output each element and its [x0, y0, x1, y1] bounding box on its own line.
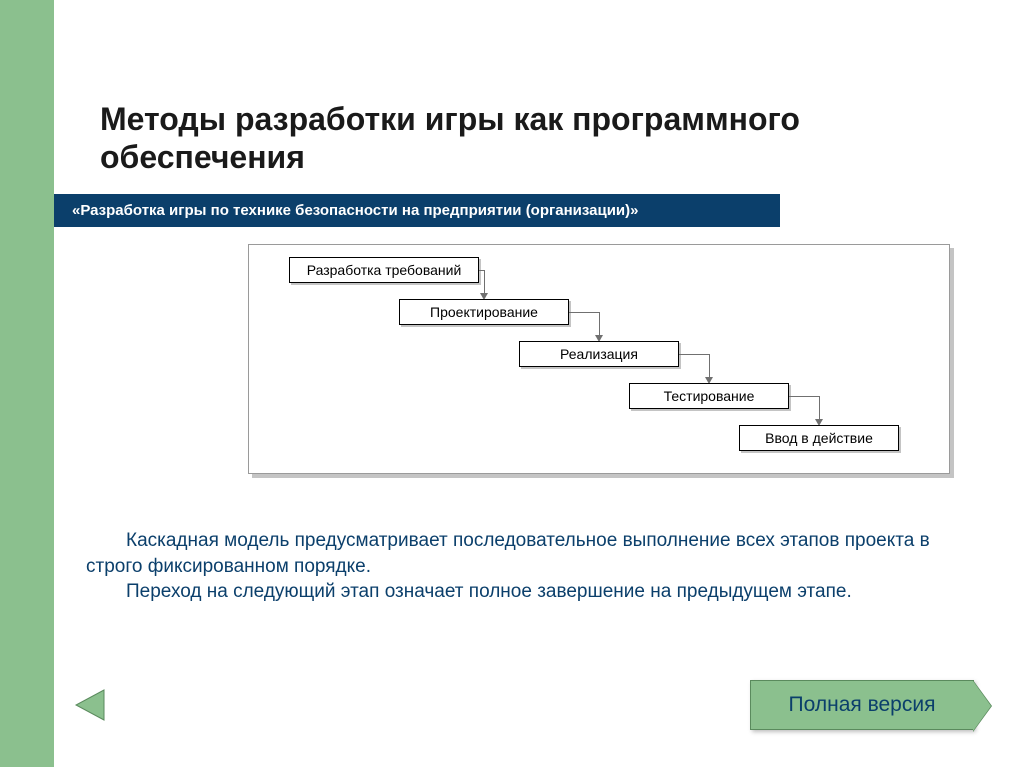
description-block: Каскадная модель предусматривает последо…	[86, 528, 932, 605]
arrow-h-3	[679, 354, 709, 355]
subtitle-text: «Разработка игры по технике безопасности…	[72, 202, 762, 219]
full-version-label: Полная версия	[789, 693, 936, 717]
subtitle-banner: «Разработка игры по технике безопасности…	[0, 194, 780, 227]
arrow-v-1	[484, 270, 485, 295]
arrow-v-4	[819, 396, 820, 421]
waterfall-diagram: Разработка требований Проектирование Реали…	[248, 244, 950, 474]
back-button[interactable]	[70, 686, 108, 724]
description-p1: Каскадная модель предусматривает последо…	[86, 528, 932, 579]
description-p2: Переход на следующий этап означает полно…	[86, 579, 932, 605]
step-box-4: Тестирование	[629, 383, 789, 409]
page-title: Методы разработки игры как программного …	[100, 100, 920, 177]
step-box-5: Ввод в действие	[739, 425, 899, 451]
arrow-h-4	[789, 396, 819, 397]
step-box-1: Разработка требований	[289, 257, 479, 283]
back-triangle-icon	[70, 686, 108, 724]
step-box-3: Реализация	[519, 341, 679, 367]
left-accent-bar	[0, 0, 54, 767]
arrow-v-2	[599, 312, 600, 337]
arrow-v-3	[709, 354, 710, 379]
step-box-2: Проектирование	[399, 299, 569, 325]
arrow-h-2	[569, 312, 599, 313]
full-version-button[interactable]: Полная версия	[750, 680, 974, 730]
